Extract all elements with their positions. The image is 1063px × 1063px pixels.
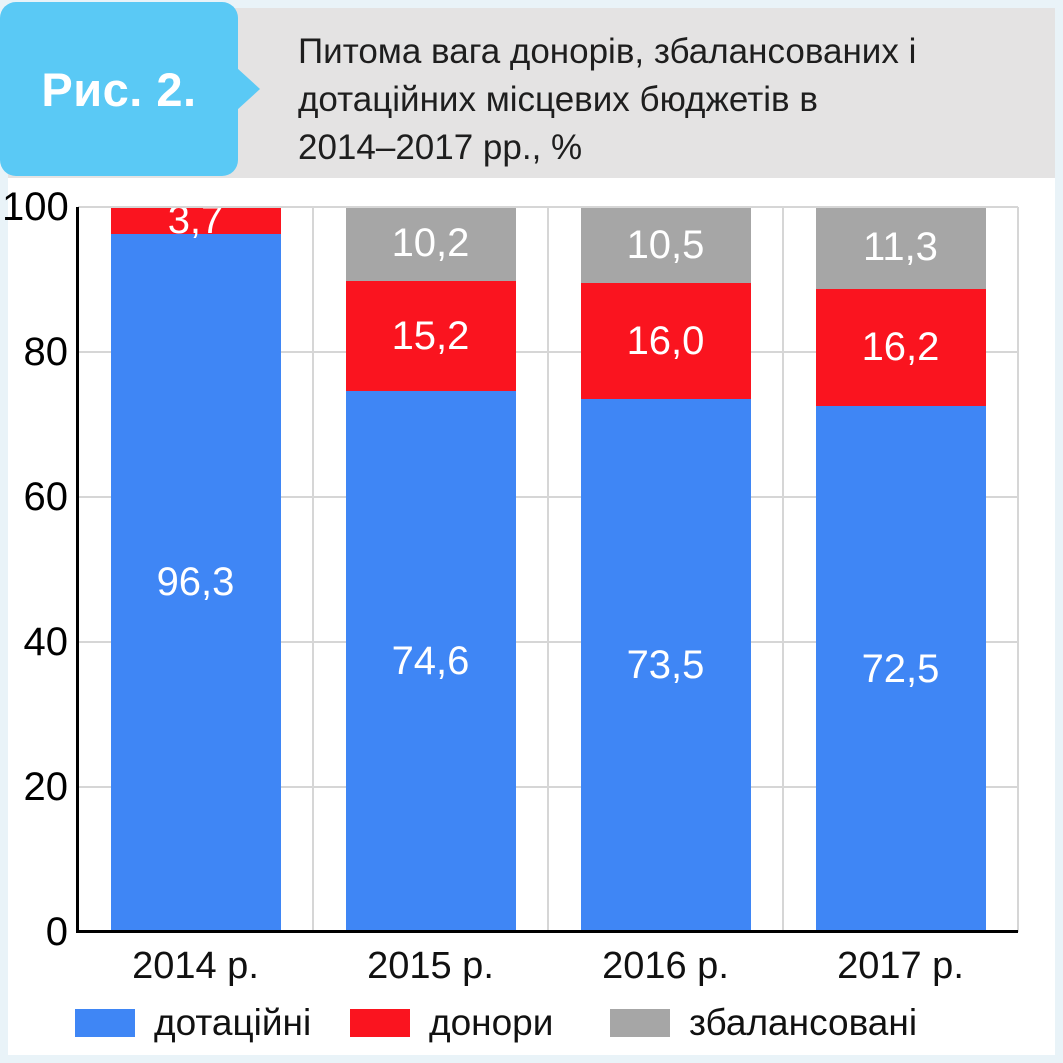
gridline-vertical-3 xyxy=(782,207,784,932)
bar-segment-дотаційні: 73,5 xyxy=(580,399,751,932)
gridline-vertical-2 xyxy=(547,207,549,932)
bar-segment-дотаційні: 72,5 xyxy=(815,406,986,932)
x-category-label-3: 2016 р. xyxy=(602,945,729,987)
bar-value-label: 15,2 xyxy=(391,313,470,358)
legend-swatch-дотаційні xyxy=(75,1009,135,1037)
ribbon-arrow-icon xyxy=(237,68,260,110)
chart-title-line: дотаційних місцевих бюджетів в xyxy=(298,80,818,119)
stacked-bar-2017-р.: 72,5 16,2 11,3 xyxy=(815,207,986,932)
legend-item-донори: донори xyxy=(350,1000,553,1046)
chart-legend: дотаційні донори збалансовані xyxy=(75,1000,1015,1046)
bar-segment-дотаційні: 96,3 xyxy=(110,233,281,932)
bar-segment-збалансовані: 11,3 xyxy=(815,207,986,289)
bar-value-label: 3,7 xyxy=(167,197,224,242)
gridline-horizontal-100 xyxy=(78,206,1018,208)
y-axis xyxy=(76,207,79,933)
x-category-label-1: 2014 р. xyxy=(132,945,259,987)
legend-label: дотаційні xyxy=(154,1002,312,1043)
y-tick-label-0: 0 xyxy=(45,910,68,954)
bar-value-label: 16,2 xyxy=(861,325,940,370)
y-tick-label-100: 100 xyxy=(2,185,69,229)
bar-value-label: 72,5 xyxy=(861,646,940,691)
bar-value-label: 16,0 xyxy=(626,318,705,363)
bar-segment-донори: 16,2 xyxy=(815,288,986,407)
legend-swatch-донори xyxy=(350,1009,410,1037)
bar-segment-дотаційні: 74,6 xyxy=(345,391,516,932)
bar-segment-донори: 16,0 xyxy=(580,283,751,400)
legend-item-дотаційні: дотаційні xyxy=(75,1000,311,1046)
bar-value-label: 74,6 xyxy=(391,639,470,684)
stacked-bar-2016-р.: 73,5 16,0 10,5 xyxy=(580,207,751,932)
stacked-bar-2015-р.: 74,6 15,2 10,2 xyxy=(345,207,516,932)
figure-number-ribbon: Рис. 2. xyxy=(0,2,238,176)
bar-segment-збалансовані: 10,2 xyxy=(345,207,516,281)
stacked-bar-2014-р.: 96,3 3,7 xyxy=(110,198,281,932)
chart-title: Питома вага донорів, збалансованих і дота… xyxy=(298,28,1038,172)
y-tick-label-20: 20 xyxy=(23,765,69,809)
gridline-vertical-1 xyxy=(312,207,314,932)
legend-label: збалансовані xyxy=(689,1002,918,1043)
legend-swatch-збалансовані xyxy=(610,1009,670,1037)
figure-number-label: Рис. 2. xyxy=(41,62,197,116)
bar-value-label: 10,2 xyxy=(391,221,470,266)
bar-value-label: 11,3 xyxy=(863,225,938,270)
plot-area: 96,3 3,7 74,6 15,2 10,2 73,5 16,0 10,5 72,5 16,2 1… xyxy=(78,198,1019,932)
bar-value-label: 10,5 xyxy=(626,222,705,267)
y-tick-label-60: 60 xyxy=(23,475,69,519)
bar-segment-донори: 15,2 xyxy=(345,280,516,392)
bar-value-label: 96,3 xyxy=(156,560,235,605)
bar-value-label: 73,5 xyxy=(626,643,705,688)
y-tick-label-80: 80 xyxy=(23,330,69,374)
bar-segment-донори: 3,7 xyxy=(110,198,281,242)
x-category-label-2: 2015 р. xyxy=(367,945,494,987)
chart-title-line: Питома вага донорів, збалансованих і xyxy=(298,32,917,71)
x-category-label-4: 2017 р. xyxy=(837,945,964,987)
x-axis xyxy=(77,930,1018,933)
chart-title-line: 2014–2017 рр., % xyxy=(298,128,583,167)
gridline-vertical-4 xyxy=(1017,207,1019,932)
bar-segment-збалансовані: 10,5 xyxy=(580,207,751,284)
legend-label: донори xyxy=(429,1002,554,1043)
legend-item-збалансовані: збалансовані xyxy=(610,1000,917,1046)
y-tick-label-40: 40 xyxy=(23,620,69,664)
